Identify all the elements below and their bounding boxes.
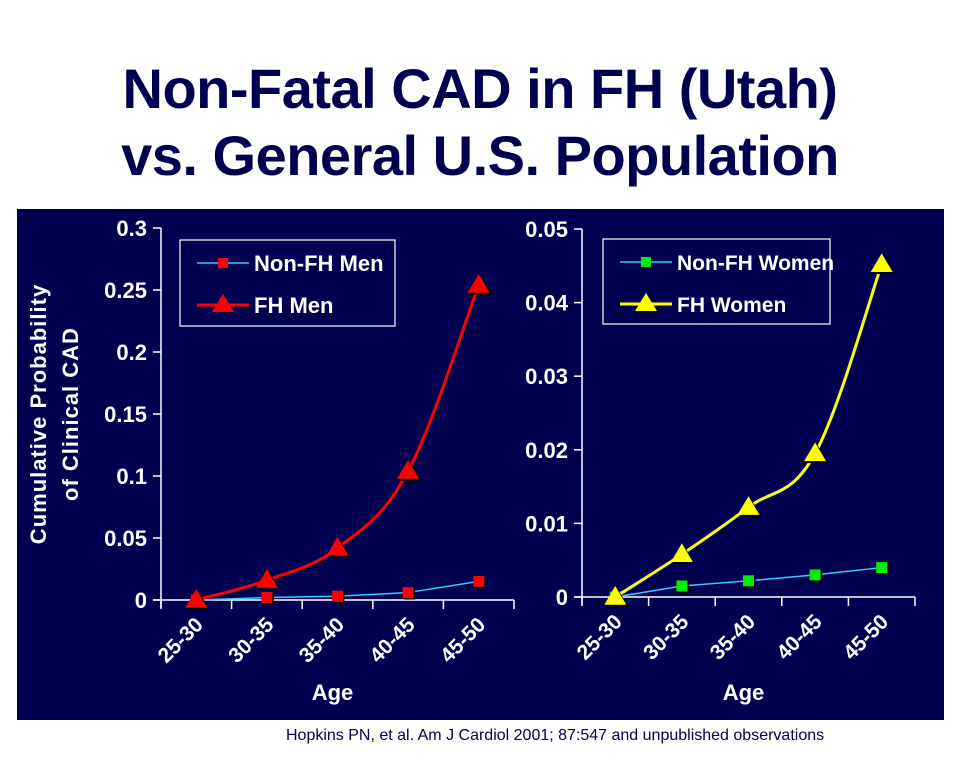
legend: Non-FH Men FH Men [179, 239, 396, 327]
data-point [332, 590, 343, 602]
legend-marker-triangle [635, 293, 657, 311]
x-tick-label: 40-45 [772, 610, 826, 664]
y-tick-label: 0.2 [116, 340, 147, 365]
slide-title: Non-Fatal CAD in FH (Utah) vs. General U… [0, 55, 960, 189]
data-point [809, 569, 821, 581]
y-tick-label: 0.25 [104, 278, 147, 303]
y-tick-label: 0 [135, 588, 147, 613]
chart-2: 0 0.01 0.02 0.03 0.04 0.05 25-30 30-35 35-40 40-4… [525, 217, 916, 705]
legend: Non-FH Women FH Women [602, 238, 834, 325]
y-tick-label: 0.01 [525, 511, 568, 536]
series-non-fh-women [609, 562, 889, 604]
data-point [676, 580, 688, 592]
legend-label: FH Women [677, 294, 786, 317]
legend-marker-triangle [212, 294, 234, 312]
data-point [467, 274, 490, 293]
data-point [402, 587, 414, 599]
title-line-1: Non-Fatal CAD in FH (Utah) [122, 57, 838, 120]
y-tick-label: 0.15 [104, 402, 147, 427]
data-point [326, 536, 349, 556]
data-point [255, 569, 278, 588]
x-tick-label: 35-40 [295, 613, 349, 667]
data-point [743, 575, 754, 587]
legend-box [602, 238, 831, 325]
series-fh-women [604, 253, 895, 607]
y-tick-label: 0.05 [104, 526, 147, 551]
data-point [604, 586, 627, 605]
data-point [804, 442, 827, 462]
x-tick-label: 45-50 [839, 610, 893, 664]
x-axis-label: Age [723, 680, 765, 705]
y-axis-label-line-1: Cumulative Probability [26, 284, 51, 544]
y-tick-label: 0.04 [525, 291, 569, 316]
y-tick-label: 0 [556, 585, 568, 610]
y-tick-label: 0.05 [525, 217, 568, 242]
data-point [473, 575, 485, 587]
data-point [670, 543, 693, 563]
data-point [185, 589, 208, 608]
legend-label: Non-FH Men [254, 251, 384, 276]
x-tick-label: 25-30 [573, 610, 627, 664]
x-tick-label: 25-30 [154, 613, 208, 667]
data-point [870, 253, 893, 273]
legend-marker-square [218, 258, 228, 268]
x-tick-label: 35-40 [706, 610, 760, 664]
data-point [737, 496, 760, 515]
y-tick-label: 0.03 [525, 364, 568, 389]
data-point [876, 562, 888, 574]
x-tick-label: 40-45 [365, 613, 419, 667]
x-axis-label: Age [312, 680, 354, 705]
y-tick-label: 0.02 [525, 438, 568, 463]
legend-label: FH Men [254, 293, 333, 318]
y-tick-label: 0.1 [116, 464, 147, 489]
x-tick-label: 30-35 [639, 610, 693, 664]
data-point [397, 460, 420, 479]
x-tick-label: 45-50 [436, 613, 490, 667]
series-fh-men [185, 274, 492, 610]
chart-1: 0 0.05 0.1 0.15 0.2 0.25 0.3 25-30 30-35 35-40 40-… [26, 216, 515, 705]
legend-box [179, 239, 396, 327]
legend-marker-square [641, 257, 651, 267]
x-tick-label: 30-35 [224, 613, 278, 667]
title-line-2: vs. General U.S. Population [121, 124, 839, 187]
y-tick-label: 0.3 [116, 216, 147, 241]
y-axis-label-line-2: of Clinical CAD [58, 327, 83, 501]
data-point [261, 592, 273, 604]
series-line [195, 284, 481, 602]
citation: Hopkins PN, et al. Am J Cardiol 2001; 87… [286, 727, 825, 744]
legend-label: Non-FH Women [677, 252, 834, 275]
